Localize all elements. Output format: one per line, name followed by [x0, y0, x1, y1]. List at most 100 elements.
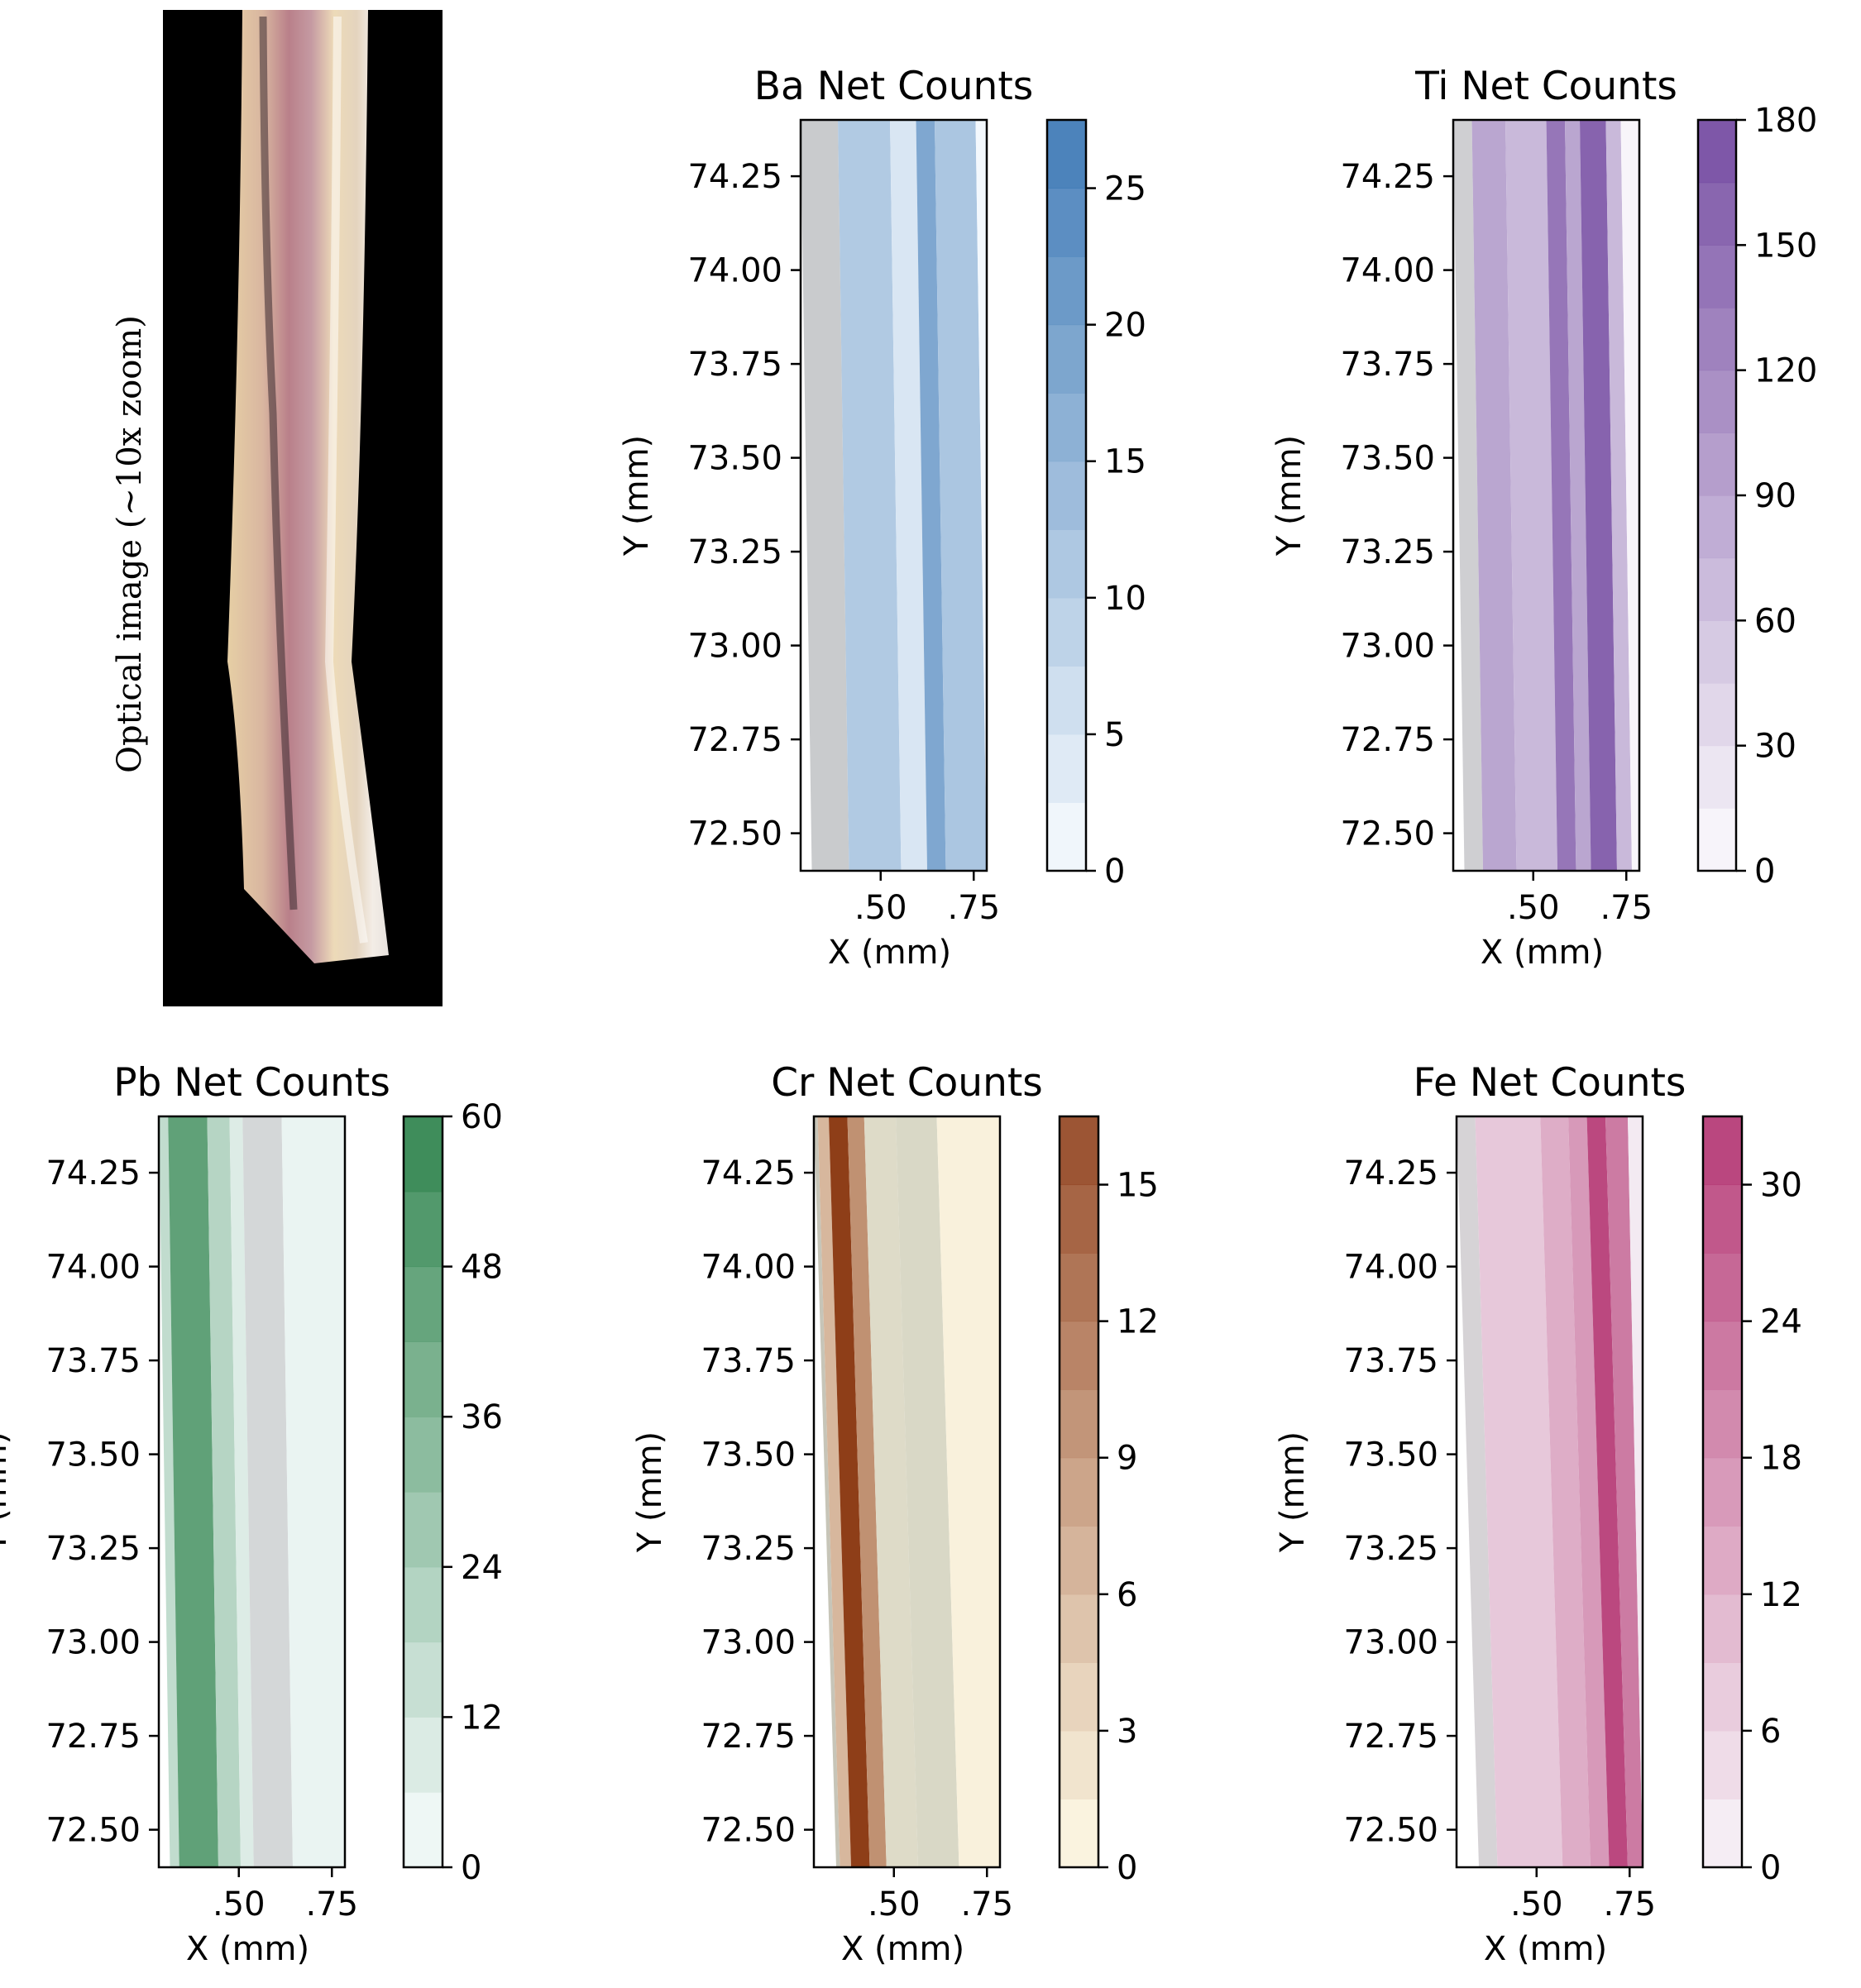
- colorbar-level: [404, 1717, 443, 1793]
- colorbar-level: [404, 1642, 443, 1718]
- x-tick-label: .75: [305, 1885, 358, 1923]
- heatmap-band: [281, 1116, 345, 1867]
- colorbar-level: [1698, 495, 1736, 559]
- x-tick-label: .75: [960, 1885, 1013, 1923]
- chart-panel-cr: Cr Net Counts 74.25 74.00 73.75 73.50 73.25 73…: [631, 1060, 1159, 1968]
- heatmap-band: [829, 1116, 870, 1867]
- x-tick-label: .50: [213, 1885, 266, 1923]
- heatmap-band: [229, 1116, 254, 1867]
- colorbar-tick-label: 12: [1760, 1576, 1802, 1614]
- x-axis-label: X (mm): [1484, 1930, 1607, 1968]
- colorbar-level: [1047, 597, 1086, 667]
- heatmap-band: [1568, 1116, 1610, 1867]
- y-tick-label: 72.50: [687, 815, 782, 853]
- colorbar-tick-label: 3: [1117, 1713, 1137, 1751]
- colorbar-level: [1060, 1389, 1098, 1459]
- colorbar-level: [1703, 1253, 1742, 1322]
- chart-panel-ba: Ba Net Counts 74.25 74.00 73.75 73.50 73.25 73…: [618, 64, 1146, 972]
- colorbar-tick-label: 15: [1104, 443, 1146, 481]
- colorbar-level: [1060, 1730, 1098, 1799]
- y-tick-label: 72.75: [687, 721, 782, 759]
- colorbar-level: [1703, 1321, 1742, 1390]
- x-tick-label: .50: [854, 889, 907, 927]
- colorbar-level: [1060, 1457, 1098, 1527]
- colorbar-level: [404, 1116, 443, 1192]
- colorbar-frame: [402, 1115, 444, 1869]
- y-tick-label: 74.25: [45, 1154, 141, 1192]
- plot-frame: [812, 1115, 1002, 1869]
- y-tick-label: 72.50: [701, 1812, 796, 1850]
- colorbar-level: [404, 1566, 443, 1643]
- colorbar-level: [1698, 432, 1736, 496]
- y-tick-label: 74.25: [701, 1154, 796, 1192]
- colorbar-level: [404, 1792, 443, 1868]
- colorbar-tick-label: 5: [1104, 716, 1125, 754]
- colorbar-tick-label: 90: [1754, 477, 1796, 515]
- colorbar-level: [1060, 1184, 1098, 1254]
- colorbar-level: [1060, 1253, 1098, 1322]
- y-tick-label: 73.00: [701, 1624, 796, 1662]
- y-tick-label: 73.25: [687, 533, 782, 571]
- colorbar-level: [1703, 1184, 1742, 1254]
- plot-frame: [1455, 1115, 1644, 1869]
- colorbar-tick-label: 0: [1760, 1849, 1781, 1887]
- y-tick-label: 73.00: [45, 1624, 141, 1662]
- y-tick-label: 74.00: [1340, 252, 1435, 290]
- colorbar-tick-label: 60: [461, 1098, 503, 1136]
- chart-title: Fe Net Counts: [1414, 1060, 1686, 1106]
- heatmap-band: [1540, 1116, 1591, 1867]
- colorbar-level: [1060, 1116, 1098, 1186]
- chart-panel-fe: Fe Net Counts 74.25 74.00 73.75 73.50 73.25 73…: [1274, 1060, 1802, 1968]
- y-tick-label: 73.00: [1340, 628, 1435, 666]
- colorbar-level: [1698, 370, 1736, 433]
- colorbar-level: [1698, 120, 1736, 184]
- chart-title: Ti Net Counts: [1414, 64, 1677, 109]
- heatmap-band: [801, 120, 849, 871]
- heatmap-band: [1453, 120, 1483, 871]
- y-tick-label: 74.00: [701, 1249, 796, 1287]
- colorbar-tick-label: 0: [1754, 853, 1775, 891]
- y-tick-label: 74.00: [687, 252, 782, 290]
- x-tick-label: .75: [1600, 889, 1653, 927]
- colorbar-level: [1047, 802, 1086, 872]
- heatmap-band: [896, 1116, 959, 1867]
- colorbar-tick-label: 150: [1754, 227, 1817, 265]
- heatmap-band: [838, 120, 902, 871]
- y-tick-label: 74.00: [45, 1249, 141, 1287]
- heatmap-band: [1457, 1116, 1498, 1867]
- y-tick-label: 73.75: [701, 1342, 796, 1380]
- y-tick-label: 72.50: [45, 1812, 141, 1850]
- colorbar-level: [404, 1417, 443, 1493]
- colorbar-level: [1698, 808, 1736, 872]
- colorbar-tick-label: 0: [1117, 1849, 1137, 1887]
- y-tick-label: 72.75: [1340, 721, 1435, 759]
- y-tick-label: 73.25: [1340, 533, 1435, 571]
- plot-frame: [1452, 118, 1641, 872]
- y-tick-label: 73.75: [1340, 346, 1435, 384]
- colorbar-level: [1060, 1594, 1098, 1663]
- x-tick-label: .50: [1507, 889, 1560, 927]
- colorbar-level: [404, 1191, 443, 1268]
- x-axis-label: X (mm): [828, 934, 951, 972]
- colorbar-level: [1703, 1116, 1742, 1186]
- colorbar-tick-label: 30: [1760, 1167, 1802, 1205]
- colorbar-level: [1703, 1389, 1742, 1459]
- optical-white-layer: [324, 16, 368, 944]
- heatmap-band: [935, 120, 987, 871]
- colorbar-frame: [1045, 118, 1088, 872]
- colorbar-tick-label: 0: [1104, 853, 1125, 891]
- colorbar-frame: [1701, 1115, 1744, 1869]
- heatmap-band: [1471, 120, 1517, 871]
- colorbar-level: [1047, 256, 1086, 326]
- colorbar-tick-label: 25: [1104, 170, 1146, 208]
- chart-title: Pb Net Counts: [113, 1060, 390, 1106]
- heatmap-band: [168, 1116, 218, 1867]
- heatmap-band: [814, 1116, 840, 1867]
- colorbar-level: [1698, 308, 1736, 371]
- y-tick-label: 74.25: [687, 158, 782, 196]
- heatmap-band: [1546, 120, 1576, 871]
- y-tick-label: 74.00: [1343, 1249, 1438, 1287]
- colorbar-level: [1047, 188, 1086, 257]
